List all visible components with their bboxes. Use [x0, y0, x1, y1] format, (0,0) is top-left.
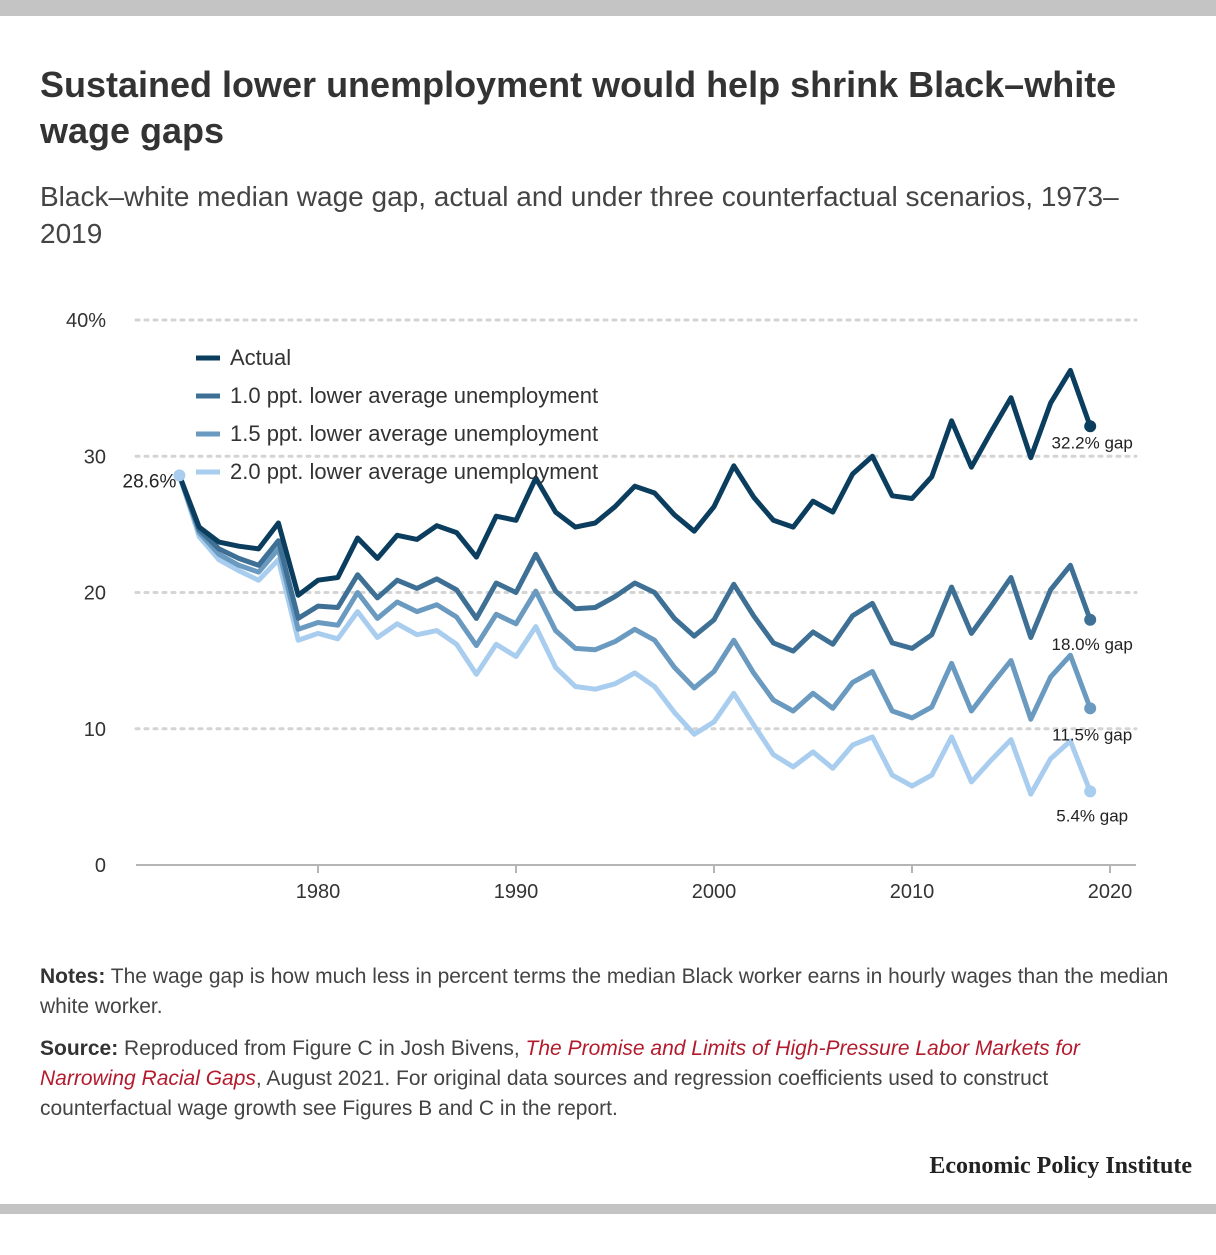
series-lines: [173, 367, 1097, 798]
series-line: [176, 472, 1093, 654]
source-text-after: , August 2021. For original data sources…: [40, 1067, 1049, 1120]
series-line: [176, 472, 1093, 722]
y-tick-label: 20: [84, 583, 106, 605]
notes-block: Notes: The wage gap is how much less in …: [40, 962, 1180, 1136]
series-end-point: [1084, 702, 1097, 715]
y-tick-label: 30: [84, 446, 106, 468]
notes-text: The wage gap is how much less in percent…: [40, 965, 1169, 1018]
series-end-label: 11.5% gap: [1052, 725, 1132, 744]
legend-label: Actual: [230, 345, 291, 370]
y-tick-label: 10: [84, 719, 106, 741]
bottom-border-bar: [0, 1204, 1216, 1214]
series-end-point: [1084, 420, 1097, 433]
y-tick-label: 40%: [66, 310, 106, 332]
gridlines: [134, 318, 1138, 866]
series-line: [176, 472, 1093, 797]
x-tick-label: 2000: [692, 881, 737, 903]
x-tick-label: 1990: [494, 881, 539, 903]
source-label: Source:: [40, 1037, 119, 1060]
notes-paragraph: Notes: The wage gap is how much less in …: [40, 962, 1180, 1022]
x-tick-label: 2020: [1088, 881, 1133, 903]
series-end-point: [1084, 613, 1097, 626]
legend-label: 2.0 ppt. lower average unemployment: [230, 459, 598, 484]
end-labels: 28.6% 32.2% gap 18.0% gap 11.5% gap 5.4% gap: [123, 433, 1133, 825]
series-end-label: 32.2% gap: [1052, 433, 1133, 452]
legend-label: 1.0 ppt. lower average unemployment: [230, 383, 598, 408]
y-axis-tick-labels: 0 10 20 30 40%: [66, 310, 106, 877]
notes-label: Notes:: [40, 965, 106, 988]
series-end-point: [1084, 785, 1097, 798]
top-border-bar: [0, 0, 1216, 16]
epi-logo-wordmark: Economic Policy Institute: [929, 1153, 1192, 1179]
legend: Actual 1.0 ppt. lower average unemploymen…: [196, 345, 598, 484]
x-tick-label: 2010: [890, 881, 935, 903]
source-text-before: Reproduced from Figure C in Josh Bivens,: [118, 1037, 526, 1060]
line-chart: 0 10 20 30 40% 1980 1990 2000 2010 2020 Actual 1.…: [66, 310, 1138, 903]
series-end-label: 18.0% gap: [1052, 635, 1133, 654]
y-tick-label: 0: [95, 855, 106, 877]
chart-subtitle: Black–white median wage gap, actual and …: [40, 181, 1119, 249]
source-report-link[interactable]: The Promise and Limits of High-Pressure …: [40, 1037, 1080, 1090]
series-start-point: [173, 469, 186, 482]
source-paragraph: Source: Reproduced from Figure C in Josh…: [40, 1034, 1180, 1124]
legend-label: 1.5 ppt. lower average unemployment: [230, 421, 598, 446]
chart-title: Sustained lower unemployment would help …: [40, 64, 1117, 151]
series-line: [176, 367, 1093, 598]
x-tick-label: 1980: [296, 881, 341, 903]
start-value-label: 28.6%: [123, 471, 177, 492]
series-end-label: 5.4% gap: [1056, 806, 1128, 825]
x-axis-tick-labels: 1980 1990 2000 2010 2020: [296, 865, 1133, 903]
